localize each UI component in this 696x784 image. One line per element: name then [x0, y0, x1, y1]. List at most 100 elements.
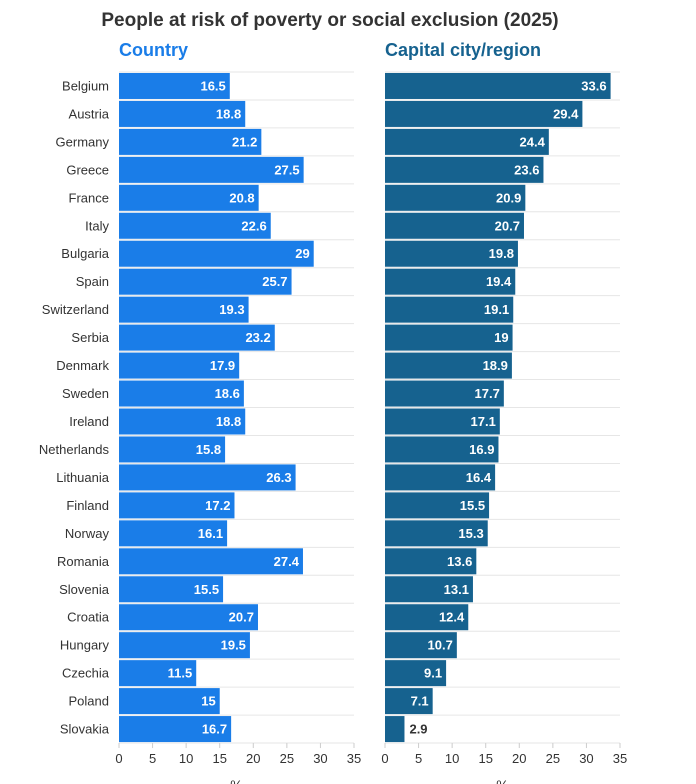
- category-label: Serbia: [71, 330, 109, 345]
- category-label: Lithuania: [56, 470, 110, 485]
- data-label: 19.8: [489, 246, 514, 261]
- category-label: Slovakia: [60, 722, 110, 737]
- bar: [119, 72, 230, 99]
- bar: [119, 408, 246, 435]
- bar: [119, 324, 275, 351]
- bar: [385, 660, 447, 687]
- data-label: 33.6: [581, 78, 606, 93]
- data-label: 27.5: [274, 162, 299, 177]
- tick-label: 15: [212, 751, 226, 766]
- data-label: 13.1: [444, 582, 469, 597]
- bar: [385, 464, 496, 491]
- data-label: 25.7: [262, 274, 287, 289]
- category-label: Denmark: [56, 358, 109, 373]
- x-axis-title: %: [496, 777, 508, 784]
- data-label: 27.4: [274, 554, 300, 569]
- bar: [385, 184, 526, 211]
- bar: [119, 576, 224, 603]
- data-label: 24.4: [520, 134, 546, 149]
- tick-label: 10: [179, 751, 193, 766]
- bar: [385, 212, 524, 239]
- bar: [119, 380, 244, 407]
- data-label: 29.4: [553, 106, 579, 121]
- panel-title: Country: [119, 40, 188, 60]
- bar: [119, 212, 271, 239]
- data-label: 20.7: [229, 610, 254, 625]
- bar: [385, 688, 433, 715]
- category-label: Hungary: [60, 638, 110, 653]
- x-axis-title: %: [230, 777, 242, 784]
- data-label: 18.8: [216, 414, 241, 429]
- data-label: 12.4: [439, 610, 465, 625]
- bar: [385, 604, 469, 631]
- category-label: Romania: [57, 554, 110, 569]
- category-label: Switzerland: [42, 302, 109, 317]
- data-label: 22.6: [241, 218, 266, 233]
- bar: [119, 716, 232, 743]
- category-label: Norway: [65, 526, 110, 541]
- data-label: 23.6: [514, 162, 539, 177]
- tick-label: 20: [512, 751, 526, 766]
- data-label: 17.9: [210, 358, 235, 373]
- data-label: 10.7: [428, 638, 453, 653]
- data-label: 19.1: [484, 302, 509, 317]
- bar: [385, 408, 500, 435]
- bar: [385, 296, 514, 323]
- data-label: 20.8: [229, 190, 254, 205]
- tick-label: 25: [546, 751, 560, 766]
- bar: [119, 240, 314, 267]
- category-label: Greece: [66, 162, 109, 177]
- data-label: 13.6: [447, 554, 472, 569]
- data-label: 15: [201, 694, 215, 709]
- bar: [385, 548, 477, 575]
- bar: [119, 464, 296, 491]
- data-label: 18.8: [216, 106, 241, 121]
- tick-label: 5: [149, 751, 156, 766]
- bar: [385, 240, 518, 267]
- category-label: Netherlands: [39, 442, 110, 457]
- data-label: 15.5: [460, 498, 485, 513]
- bar: [119, 632, 250, 659]
- tick-label: 30: [579, 751, 593, 766]
- data-label: 16.4: [466, 470, 492, 485]
- data-label: 16.7: [202, 722, 227, 737]
- bar: [385, 576, 473, 603]
- tick-label: 25: [280, 751, 294, 766]
- bar: [385, 72, 611, 99]
- tick-label: 30: [313, 751, 327, 766]
- data-label: 19.4: [486, 274, 512, 289]
- bar: [385, 716, 405, 743]
- category-label: Croatia: [67, 610, 110, 625]
- data-label: 17.2: [205, 498, 230, 513]
- data-label: 21.2: [232, 134, 257, 149]
- bar: [119, 660, 197, 687]
- data-label: 20.9: [496, 190, 521, 205]
- bar: [385, 352, 512, 379]
- tick-label: 35: [347, 751, 361, 766]
- category-label: Germany: [56, 134, 110, 149]
- category-label: Belgium: [62, 78, 109, 93]
- bar: [119, 296, 249, 323]
- data-label: 29: [295, 246, 309, 261]
- data-label: 19.3: [219, 302, 244, 317]
- bar: [385, 324, 513, 351]
- bar: [385, 520, 488, 547]
- bar: [385, 492, 490, 519]
- category-label: Bulgaria: [61, 246, 109, 261]
- data-label: 26.3: [266, 470, 291, 485]
- bar: [119, 156, 304, 183]
- tick-label: 35: [613, 751, 627, 766]
- bar: [385, 380, 504, 407]
- tick-label: 10: [445, 751, 459, 766]
- bar: [119, 604, 258, 631]
- data-label: 17.1: [471, 414, 496, 429]
- bar: [119, 492, 235, 519]
- bar: [385, 128, 549, 155]
- data-label: 2.9: [409, 722, 427, 737]
- bar: [119, 352, 240, 379]
- tick-label: 20: [246, 751, 260, 766]
- data-label: 18.6: [215, 386, 240, 401]
- data-label: 17.7: [475, 386, 500, 401]
- chart-title: People at risk of poverty or social excl…: [101, 10, 558, 31]
- category-label: Czechia: [62, 666, 110, 681]
